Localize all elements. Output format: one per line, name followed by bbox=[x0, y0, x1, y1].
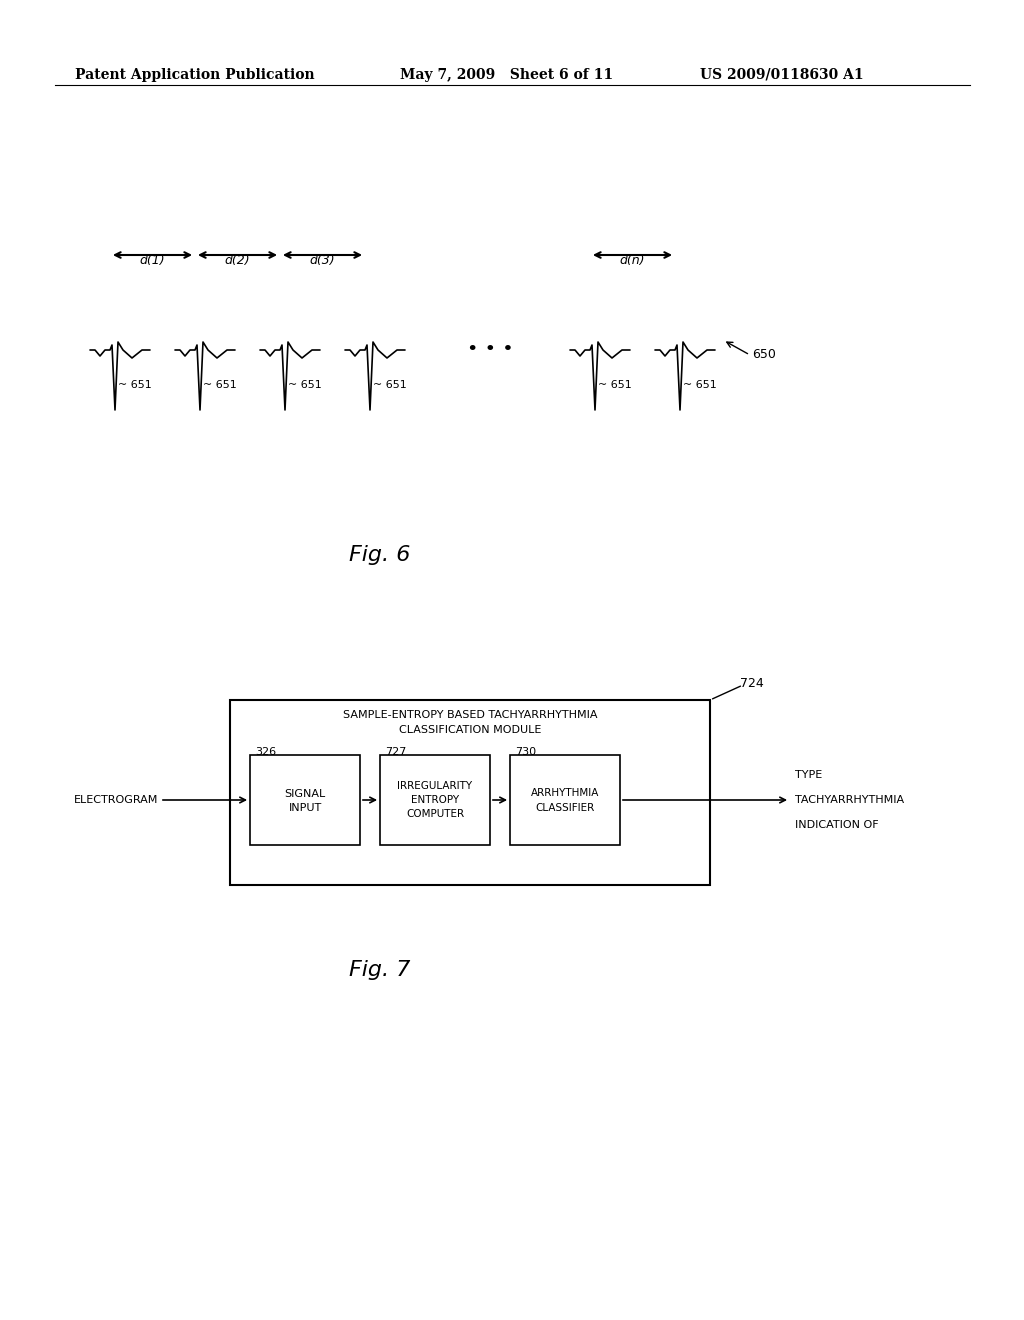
Text: SAMPLE-ENTROPY BASED TACHYARRHYTHMIA: SAMPLE-ENTROPY BASED TACHYARRHYTHMIA bbox=[343, 710, 597, 719]
Text: CLASSIFICATION MODULE: CLASSIFICATION MODULE bbox=[398, 725, 542, 735]
Text: 326: 326 bbox=[255, 747, 276, 756]
Text: 727: 727 bbox=[385, 747, 407, 756]
Text: ENTROPY: ENTROPY bbox=[411, 795, 459, 805]
Text: d(1): d(1) bbox=[139, 253, 165, 267]
Text: 724: 724 bbox=[740, 677, 764, 690]
Text: 730: 730 bbox=[515, 747, 537, 756]
Text: ~ 651: ~ 651 bbox=[683, 380, 717, 389]
Bar bbox=[380, 755, 490, 845]
Text: TYPE: TYPE bbox=[795, 770, 822, 780]
Text: INDICATION OF: INDICATION OF bbox=[795, 820, 879, 830]
Text: ~ 651: ~ 651 bbox=[373, 380, 407, 389]
Text: d(3): d(3) bbox=[309, 253, 335, 267]
Text: INPUT: INPUT bbox=[289, 803, 322, 813]
Text: ELECTROGRAM: ELECTROGRAM bbox=[74, 795, 158, 805]
Text: 650: 650 bbox=[752, 348, 776, 362]
Text: Fig. 7: Fig. 7 bbox=[349, 960, 411, 979]
Bar bbox=[230, 700, 710, 884]
Bar bbox=[510, 755, 620, 845]
Text: CLASSIFIER: CLASSIFIER bbox=[536, 803, 595, 813]
Text: Patent Application Publication: Patent Application Publication bbox=[75, 69, 314, 82]
Text: ~ 651: ~ 651 bbox=[598, 380, 632, 389]
Text: ARRHYTHMIA: ARRHYTHMIA bbox=[530, 788, 599, 799]
Text: • • •: • • • bbox=[467, 341, 513, 359]
Text: ~ 651: ~ 651 bbox=[288, 380, 322, 389]
Text: ~ 651: ~ 651 bbox=[203, 380, 237, 389]
Text: ~ 651: ~ 651 bbox=[118, 380, 152, 389]
Text: d(2): d(2) bbox=[224, 253, 250, 267]
Text: COMPUTER: COMPUTER bbox=[406, 809, 464, 818]
Text: May 7, 2009   Sheet 6 of 11: May 7, 2009 Sheet 6 of 11 bbox=[400, 69, 613, 82]
Text: IRREGULARITY: IRREGULARITY bbox=[397, 781, 472, 791]
Text: SIGNAL: SIGNAL bbox=[285, 789, 326, 799]
Text: TACHYARRHYTHMIA: TACHYARRHYTHMIA bbox=[795, 795, 904, 805]
Text: US 2009/0118630 A1: US 2009/0118630 A1 bbox=[700, 69, 863, 82]
Text: Fig. 6: Fig. 6 bbox=[349, 545, 411, 565]
Text: d(n): d(n) bbox=[620, 253, 645, 267]
Bar bbox=[250, 755, 360, 845]
